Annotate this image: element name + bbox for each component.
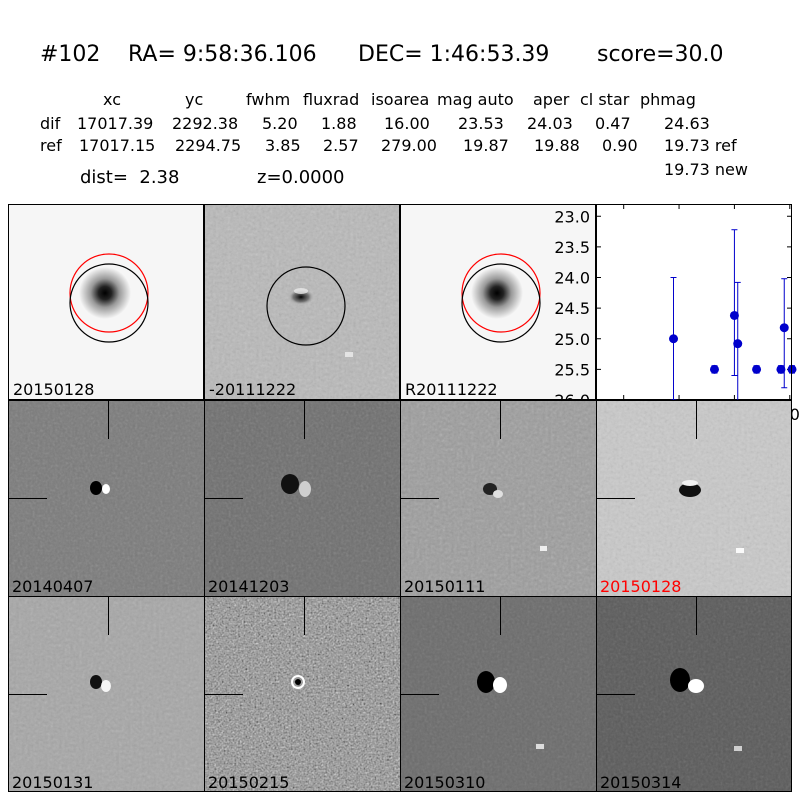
data-point (709, 364, 719, 374)
ref-cl-star: 0.90 (602, 136, 638, 155)
new-phmag: 19.73 new (664, 160, 748, 179)
dif-mag-auto: 23.53 (458, 114, 504, 133)
source-blob (471, 267, 523, 319)
stamp-date-label: 20140407 (12, 577, 94, 596)
stamp-panel: 20150131 (8, 596, 204, 792)
dif-yc: 2292.38 (172, 114, 239, 133)
y-tick-label: 24.0 (554, 269, 590, 288)
dif-xc: 17017.39 (77, 114, 154, 133)
dist-text: dist= 2.38 (80, 167, 180, 188)
y-tick-label: 23.5 (554, 238, 590, 257)
stamp-date-label: 20150215 (208, 773, 290, 792)
ra-text: RA= 9:58:36.106 (128, 42, 317, 67)
col-header-xc: xc (103, 90, 121, 109)
score-text: score=30.0 (597, 42, 724, 67)
panel-date-label: R20111222 (405, 380, 498, 399)
light-curve-svg: 23.023.524.024.525.025.526.0-100-50050 (554, 204, 800, 424)
col-header-fwhm: fwhm (246, 90, 291, 109)
stamp-date-label: 20150310 (404, 773, 486, 792)
col-header-phmag: phmag (640, 90, 696, 109)
data-point (779, 323, 789, 333)
stamp-panel: 20150111 (400, 400, 596, 596)
candidate-id: #102 (40, 42, 101, 67)
dif-fluxrad: 1.88 (321, 114, 357, 133)
data-point (752, 364, 762, 374)
image-panel-new: 20150128 (8, 204, 204, 400)
y-tick-label: 24.5 (554, 299, 590, 318)
dif-cl-star: 0.47 (595, 114, 631, 133)
dif-isoarea: 16.00 (384, 114, 430, 133)
data-point (733, 339, 743, 349)
y-tick-label: 25.0 (554, 330, 590, 349)
dec-text: DEC= 1:46:53.39 (358, 42, 550, 67)
new-image-graphic (69, 253, 149, 343)
data-point (787, 364, 797, 374)
row-label-dif: dif (40, 114, 61, 133)
dif-phmag: 24.63 (664, 114, 710, 133)
ref-aper: 19.88 (534, 136, 580, 155)
stamp-panel: 20141203 (204, 400, 400, 596)
col-header-cl-star: cl star (580, 90, 630, 109)
ref-fluxrad: 2.57 (323, 136, 359, 155)
ref-mag-auto: 19.87 (463, 136, 509, 155)
z-text: z=0.0000 (257, 167, 345, 188)
dif-fwhm: 5.20 (262, 114, 298, 133)
stamp-date-label: 20150128 (600, 577, 682, 596)
plot-frame (596, 204, 792, 400)
stamp-panel: 20150215 (204, 596, 400, 792)
image-panel-diff: -20111222 (204, 204, 400, 400)
panel-date-label: -20111222 (209, 380, 297, 399)
stamp-date-label: 20150131 (12, 773, 94, 792)
dif-aper: 24.03 (527, 114, 573, 133)
stamp-date-label: 20150314 (600, 773, 682, 792)
stamp-panel: 20140407 (8, 400, 204, 596)
data-point (669, 334, 679, 344)
source-blob (79, 267, 131, 319)
light-curve-chart: 23.023.524.024.525.025.526.0-100-50050 (554, 204, 800, 424)
stamp-date-label: 20150111 (404, 577, 486, 596)
stamp-panel: 20150314 (596, 596, 792, 792)
y-tick-label: 25.5 (554, 360, 590, 379)
ref-phmag: 19.73 ref (664, 136, 737, 155)
col-header-yc: yc (185, 90, 204, 109)
ref-yc: 2294.75 (175, 136, 242, 155)
row-label-ref: ref (40, 136, 62, 155)
col-header-isoarea: isoarea (371, 90, 430, 109)
diff-image-graphic (205, 205, 399, 399)
ref-xc: 17017.15 (79, 136, 156, 155)
panel-date-label: 20150128 (13, 380, 95, 399)
ref-isoarea: 279.00 (381, 136, 437, 155)
stamp-date-label: 20141203 (208, 577, 290, 596)
ref-fwhm: 3.85 (265, 136, 301, 155)
col-header-aper: aper (533, 90, 570, 109)
y-tick-label: 23.0 (554, 207, 590, 226)
stamp-panel: 20150310 (400, 596, 596, 792)
col-header-mag-auto: mag auto (437, 90, 514, 109)
col-header-fluxrad: fluxrad (303, 90, 360, 109)
stamp-panel: 20150128 (596, 400, 792, 596)
